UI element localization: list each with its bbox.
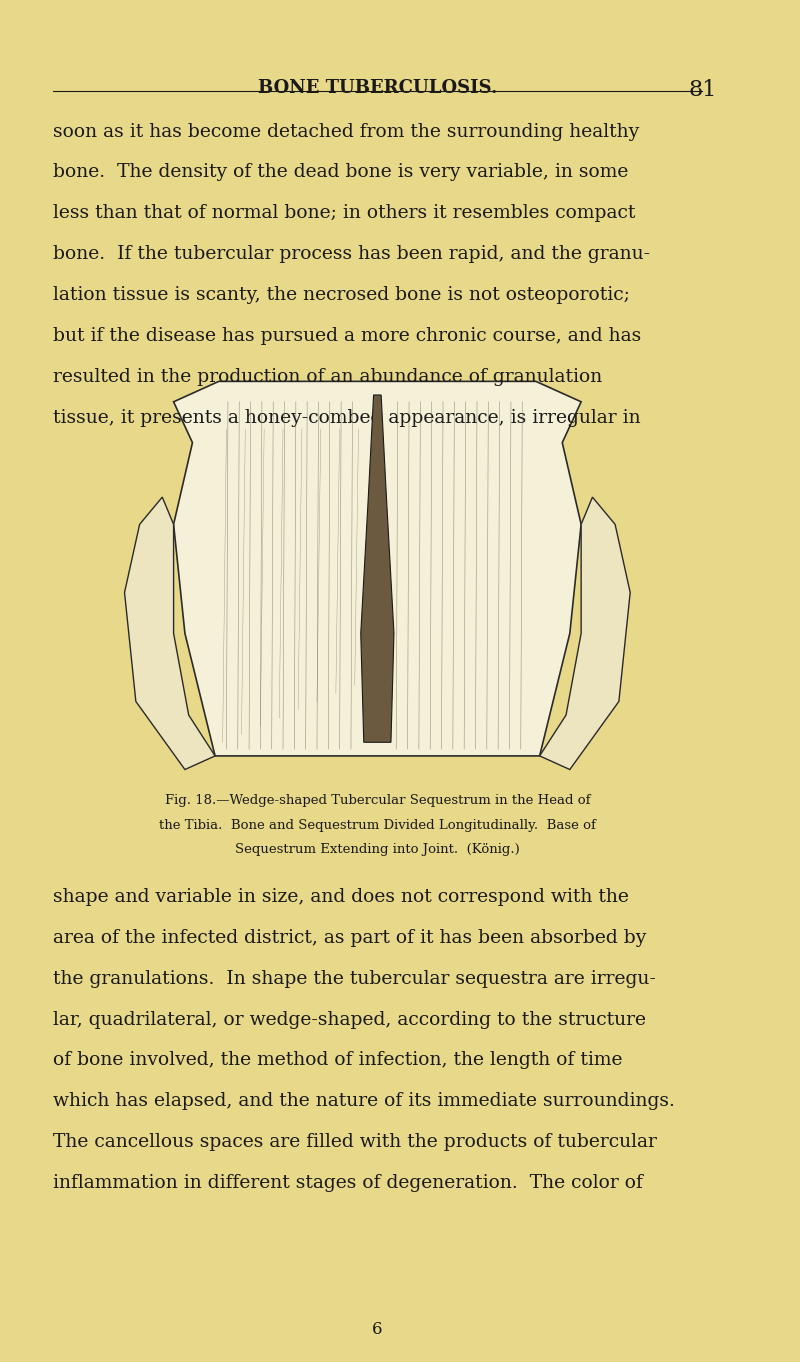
Text: soon as it has become detached from the surrounding healthy: soon as it has become detached from the …: [53, 123, 639, 140]
Text: lar, quadrilateral, or wedge-shaped, according to the structure: lar, quadrilateral, or wedge-shaped, acc…: [53, 1011, 646, 1028]
Text: bone.  The density of the dead bone is very variable, in some: bone. The density of the dead bone is ve…: [53, 163, 628, 181]
Text: Fig. 18.—Wedge-shaped Tubercular Sequestrum in the Head of: Fig. 18.—Wedge-shaped Tubercular Sequest…: [165, 794, 590, 808]
Text: but if the disease has pursued a more chronic course, and has: but if the disease has pursued a more ch…: [53, 327, 641, 345]
Text: the granulations.  In shape the tubercular sequestra are irregu-: the granulations. In shape the tubercula…: [53, 970, 656, 987]
Text: bone.  If the tubercular process has been rapid, and the granu-: bone. If the tubercular process has been…: [53, 245, 650, 263]
Text: 81: 81: [689, 79, 717, 101]
Text: less than that of normal bone; in others it resembles compact: less than that of normal bone; in others…: [53, 204, 635, 222]
Polygon shape: [125, 497, 215, 770]
Text: resulted in the production of an abundance of granulation: resulted in the production of an abundan…: [53, 368, 602, 385]
Text: BONE TUBERCULOSIS.: BONE TUBERCULOSIS.: [258, 79, 497, 97]
Text: which has elapsed, and the nature of its immediate surroundings.: which has elapsed, and the nature of its…: [53, 1092, 674, 1110]
Text: the Tibia.  Bone and Sequestrum Divided Longitudinally.  Base of: the Tibia. Bone and Sequestrum Divided L…: [159, 819, 596, 832]
Polygon shape: [361, 395, 394, 742]
Polygon shape: [540, 497, 630, 770]
Text: shape and variable in size, and does not correspond with the: shape and variable in size, and does not…: [53, 888, 629, 906]
Polygon shape: [174, 381, 581, 756]
Text: Sequestrum Extending into Joint.  (König.): Sequestrum Extending into Joint. (König.…: [235, 843, 520, 857]
Text: lation tissue is scanty, the necrosed bone is not osteoporotic;: lation tissue is scanty, the necrosed bo…: [53, 286, 630, 304]
Text: inflammation in different stages of degeneration.  The color of: inflammation in different stages of dege…: [53, 1174, 642, 1192]
Text: area of the infected district, as part of it has been absorbed by: area of the infected district, as part o…: [53, 929, 646, 947]
Text: of bone involved, the method of infection, the length of time: of bone involved, the method of infectio…: [53, 1051, 622, 1069]
Bar: [151, 368, 604, 770]
Text: The cancellous spaces are filled with the products of tubercular: The cancellous spaces are filled with th…: [53, 1133, 657, 1151]
Text: 6: 6: [372, 1321, 382, 1337]
Text: tissue, it presents a honey-combed appearance, is irregular in: tissue, it presents a honey-combed appea…: [53, 409, 641, 426]
